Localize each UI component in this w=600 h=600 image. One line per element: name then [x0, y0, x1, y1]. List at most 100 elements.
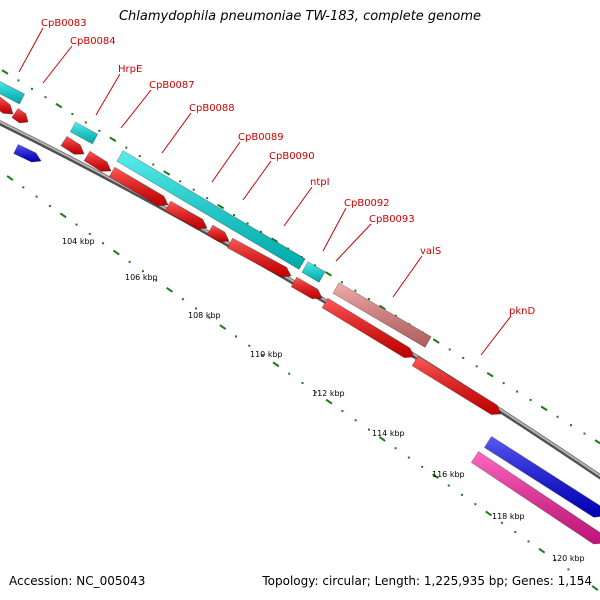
minor-tick [556, 415, 559, 418]
minor-tick [98, 129, 101, 132]
major-tick [538, 547, 546, 554]
minor-tick [138, 155, 141, 158]
leader-cpb0092 [322, 207, 347, 252]
feature-hrpe [69, 121, 99, 145]
feature-red-4 [83, 150, 112, 172]
minor-tick [313, 264, 316, 267]
major-tick [591, 585, 599, 591]
minor-tick [500, 521, 503, 524]
major-tick [112, 249, 120, 256]
major-tick [217, 203, 225, 210]
ruler-label-104-kbp: 104 kbp [62, 237, 95, 246]
minor-tick [529, 398, 532, 401]
gene-label-cpb0092: CpB0092 [344, 198, 390, 209]
feature-cpb0088 [116, 150, 306, 270]
genome-backbone [0, 120, 600, 480]
minor-tick [128, 260, 131, 263]
gene-label-vals: valS [420, 246, 441, 257]
minor-tick [260, 230, 263, 233]
minor-tick [246, 222, 249, 225]
minor-tick [288, 372, 291, 375]
minor-tick [448, 348, 451, 351]
major-tick [378, 304, 386, 311]
minor-tick [141, 270, 144, 273]
gene-label-cpb0083: CpB0083 [41, 18, 87, 29]
major-tick [486, 372, 494, 378]
minor-tick [567, 568, 570, 571]
inner-tick-row [6, 175, 599, 591]
minor-tick [407, 456, 410, 459]
feature-pknd [411, 355, 502, 415]
leader-hrpe [95, 73, 121, 116]
leader-cpb0090 [242, 160, 272, 201]
minor-tick [179, 180, 182, 183]
leader-cpb0087 [120, 89, 152, 129]
major-tick [59, 212, 67, 219]
leader-cpb0088 [161, 112, 192, 154]
major-tick [324, 271, 332, 277]
gene-label-cpb0093: CpB0093 [369, 214, 415, 225]
minor-tick [461, 493, 464, 496]
leader-pknd [480, 315, 512, 356]
minor-tick [340, 281, 343, 284]
minor-tick [301, 382, 304, 384]
ruler-label-116-kbp: 116 kbp [432, 470, 465, 479]
label-leaders [18, 27, 512, 356]
minor-tick [206, 197, 209, 200]
gene-labels: CpB0083 CpB0084 HrpE CpB0087 CpB0088 CpB0089 C… [41, 18, 535, 317]
gene-label-cpb0090: CpB0090 [269, 151, 315, 162]
minor-tick [125, 146, 128, 149]
feature-blue-small [13, 143, 42, 163]
minor-tick [583, 432, 586, 435]
feature-red-5 [108, 166, 169, 207]
feature-cpb0092 [301, 261, 326, 283]
leader-cpb0093 [335, 223, 372, 262]
major-tick [540, 405, 548, 412]
ruler-label-118-kbp: 118 kbp [492, 512, 525, 521]
minor-tick [208, 316, 211, 319]
minor-tick [394, 447, 397, 450]
feature-red-3 [60, 135, 85, 155]
gene-label-pknd: pknD [509, 306, 535, 317]
minor-tick [71, 113, 74, 116]
leader-cpb0084 [42, 45, 73, 84]
feature-red-9 [290, 276, 323, 300]
leader-ntpi [283, 186, 313, 227]
feature-blue-large [483, 435, 600, 518]
minor-tick [233, 213, 236, 216]
minor-tick [248, 344, 251, 347]
ruler-label-112-kbp: 112 kbp [312, 389, 345, 398]
gene-label-hrpe: HrpE [118, 64, 142, 75]
feature-cpb0083 [0, 80, 26, 105]
major-tick [325, 398, 333, 405]
minor-tick [75, 223, 78, 226]
minor-tick [421, 465, 424, 468]
minor-tick [181, 298, 184, 301]
minor-tick [341, 409, 344, 412]
ruler-label-108-kbp: 108 kbp [188, 311, 221, 320]
minor-tick [235, 335, 238, 338]
minor-tick [102, 242, 105, 245]
minor-tick [314, 391, 317, 394]
minor-tick [84, 121, 87, 124]
backbone-highlight [0, 120, 600, 477]
major-tick [109, 136, 117, 142]
ruler-labels: 104 kbp 106 kbp 108 kbp 110 kbp 112 kbp 114 k… [62, 237, 585, 563]
major-tick [432, 473, 439, 480]
feature-red-2 [11, 107, 29, 124]
feature-pink [470, 451, 600, 545]
minor-tick [195, 307, 198, 310]
minor-tick [474, 503, 477, 506]
genome-summary-text: Topology: circular; Length: 1,225,935 bp… [262, 574, 592, 588]
feature-red-7 [206, 224, 230, 243]
minor-tick [48, 204, 51, 207]
minor-tick [155, 279, 158, 282]
major-tick [55, 102, 63, 109]
feature-red-6 [164, 200, 208, 230]
minor-tick [44, 96, 47, 99]
major-tick [272, 361, 280, 368]
minor-tick [30, 87, 33, 90]
minor-tick [514, 531, 517, 534]
minor-tick [287, 247, 290, 250]
minor-tick [502, 382, 505, 385]
